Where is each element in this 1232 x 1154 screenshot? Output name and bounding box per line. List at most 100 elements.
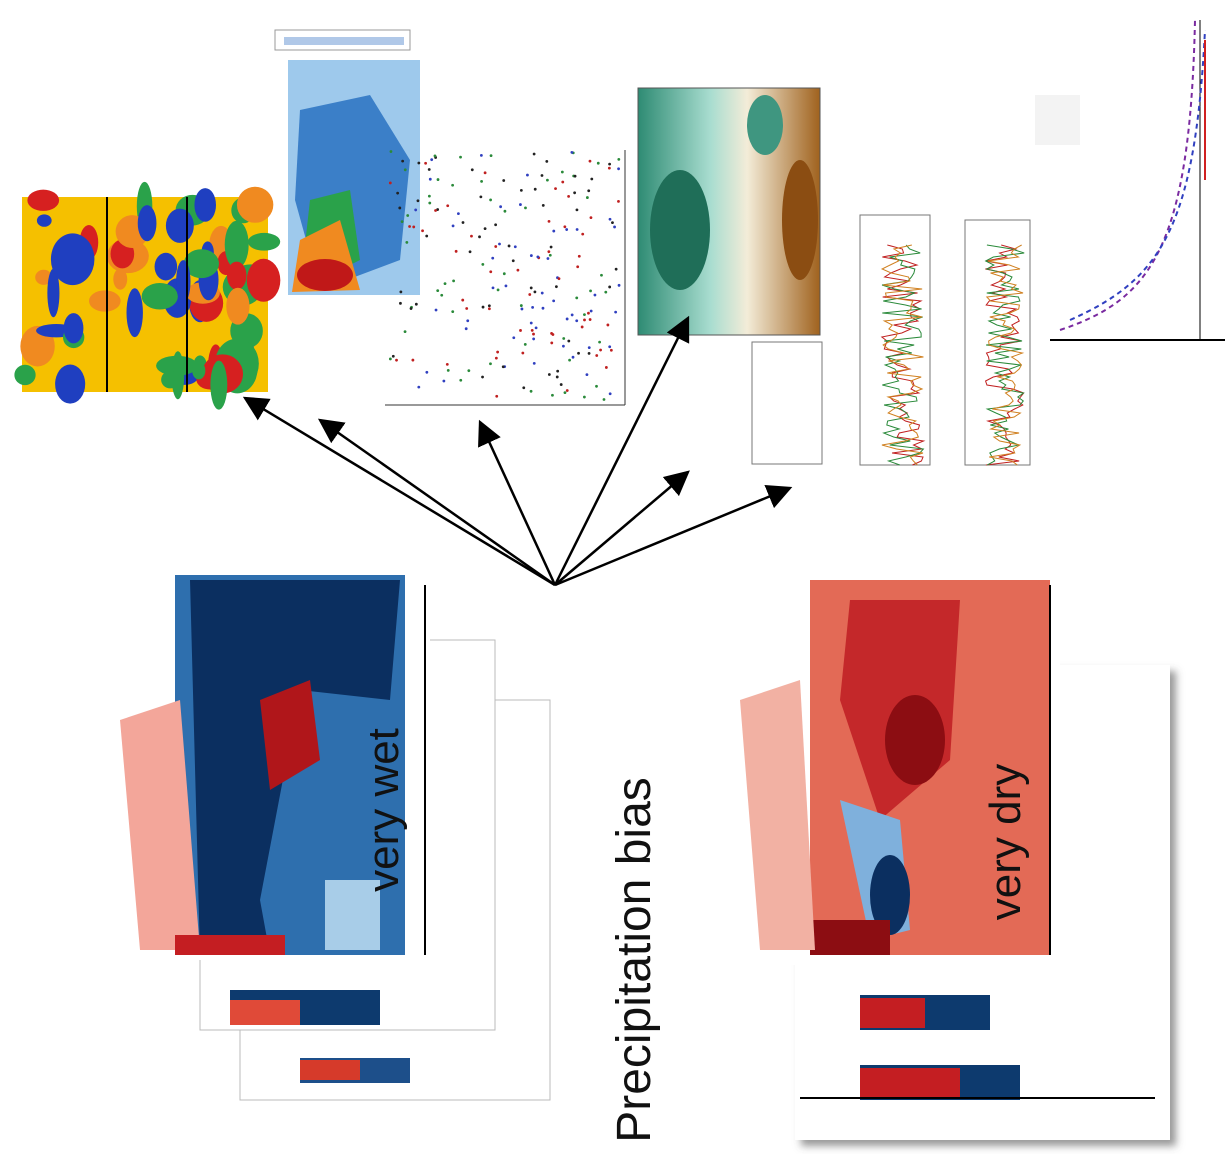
wet-bias-maps [80, 575, 551, 1101]
scatter-dot [459, 155, 462, 159]
scatter-dot [570, 151, 574, 154]
scatter-dot [446, 368, 450, 372]
scatter-dot [547, 219, 551, 223]
scatter-dot [470, 234, 473, 238]
scatter-dot [552, 299, 556, 303]
scatter-dot [602, 398, 606, 401]
scatter-dot [499, 205, 503, 209]
heat-blob [55, 364, 86, 404]
scatter-dot [540, 291, 544, 295]
scatter-dot [529, 321, 533, 325]
scatter-dot [608, 285, 612, 289]
heat-blob [137, 205, 157, 242]
scatter-dot [582, 395, 586, 399]
scatter-dot [608, 345, 612, 349]
heat-blob [226, 261, 247, 290]
scatter-dot [465, 307, 469, 310]
dry-label: very dry [981, 764, 1030, 920]
scatter-dot [607, 166, 611, 170]
scatter-dot [599, 348, 602, 352]
scatter-dot [436, 289, 440, 293]
scatter-dot [609, 348, 613, 352]
scatter-dot [464, 327, 468, 331]
scatter-dot [495, 394, 499, 398]
scatter-dot [481, 262, 485, 266]
scatter-dot [504, 284, 508, 288]
scatter-dot [577, 351, 580, 355]
scatter-dot [494, 245, 498, 248]
scatter-dot [414, 302, 418, 306]
scatter-dot [433, 154, 437, 158]
scatter-dot [532, 152, 536, 156]
scatter-dot [516, 268, 520, 272]
scatter-dot [593, 293, 597, 297]
heat-blob [183, 249, 219, 279]
heat-blob [27, 189, 60, 211]
scatter-dot [546, 178, 549, 182]
scatter-dot [567, 194, 571, 198]
heat-blob [141, 283, 178, 310]
scatter-dot [451, 183, 455, 187]
scatter-dot [577, 254, 581, 258]
scatter-dot [570, 313, 574, 317]
heat-blob [210, 360, 228, 410]
scatter-dot [528, 293, 532, 296]
scatter-dot [606, 323, 610, 327]
heat-blob [14, 364, 36, 386]
scatter-dot [562, 344, 565, 348]
bias-label: Precipitation bias [608, 777, 661, 1143]
scatter-dot [452, 279, 456, 283]
heat-blob [246, 258, 281, 302]
scatter-dot [470, 168, 474, 172]
scatter-dot [468, 250, 472, 254]
scatter-dot [573, 174, 577, 178]
scatter-dot [541, 306, 545, 310]
heat-blob [165, 208, 194, 243]
scatter-dot [559, 383, 563, 386]
line-trace [985, 244, 1025, 466]
scatter-dot [557, 277, 561, 281]
scatter-dot [587, 311, 590, 315]
scatter-dot [399, 301, 402, 305]
scatter-dot [568, 358, 571, 362]
scatter-dot [427, 168, 431, 171]
heatmap-thumbnail [14, 181, 281, 410]
scatter-dot [548, 253, 552, 257]
scatter-dot [428, 177, 432, 181]
scatter-dot [554, 187, 557, 191]
scatter-dot [617, 199, 620, 203]
scatter-dot [576, 265, 580, 269]
scatter-dot [519, 188, 523, 192]
scatter-dot [529, 254, 533, 257]
scatter-dot [547, 373, 551, 376]
scatter-thumbnail [385, 150, 626, 406]
scatter-dot [498, 242, 501, 246]
scatter-dot [581, 232, 585, 236]
scatter-dot [575, 296, 579, 300]
heat-blob [36, 214, 52, 227]
heat-blob [88, 290, 121, 312]
scatter-dot [443, 282, 447, 286]
scatter-dot [454, 249, 458, 253]
heat-blob [156, 355, 198, 376]
heat-blob [154, 252, 178, 281]
scatter-dot [467, 369, 471, 373]
scatter-dot [520, 307, 524, 311]
scatter-dot [533, 187, 537, 191]
scatter-dot [563, 225, 567, 229]
line-trace [880, 244, 924, 466]
scatter-dot [434, 308, 438, 312]
scatter-dot [617, 283, 621, 287]
heat-blob [224, 220, 249, 269]
scatter-dot [417, 385, 421, 389]
heat-blob [161, 371, 180, 389]
scatter-dot [604, 366, 608, 369]
heat-blob [50, 233, 95, 286]
scatter-dot [608, 217, 612, 221]
scatter-dot [513, 245, 517, 249]
scatter-dot [617, 167, 620, 171]
scatter-dot [389, 150, 393, 153]
scatter-dot [547, 250, 551, 254]
scatter-dot [411, 358, 415, 362]
